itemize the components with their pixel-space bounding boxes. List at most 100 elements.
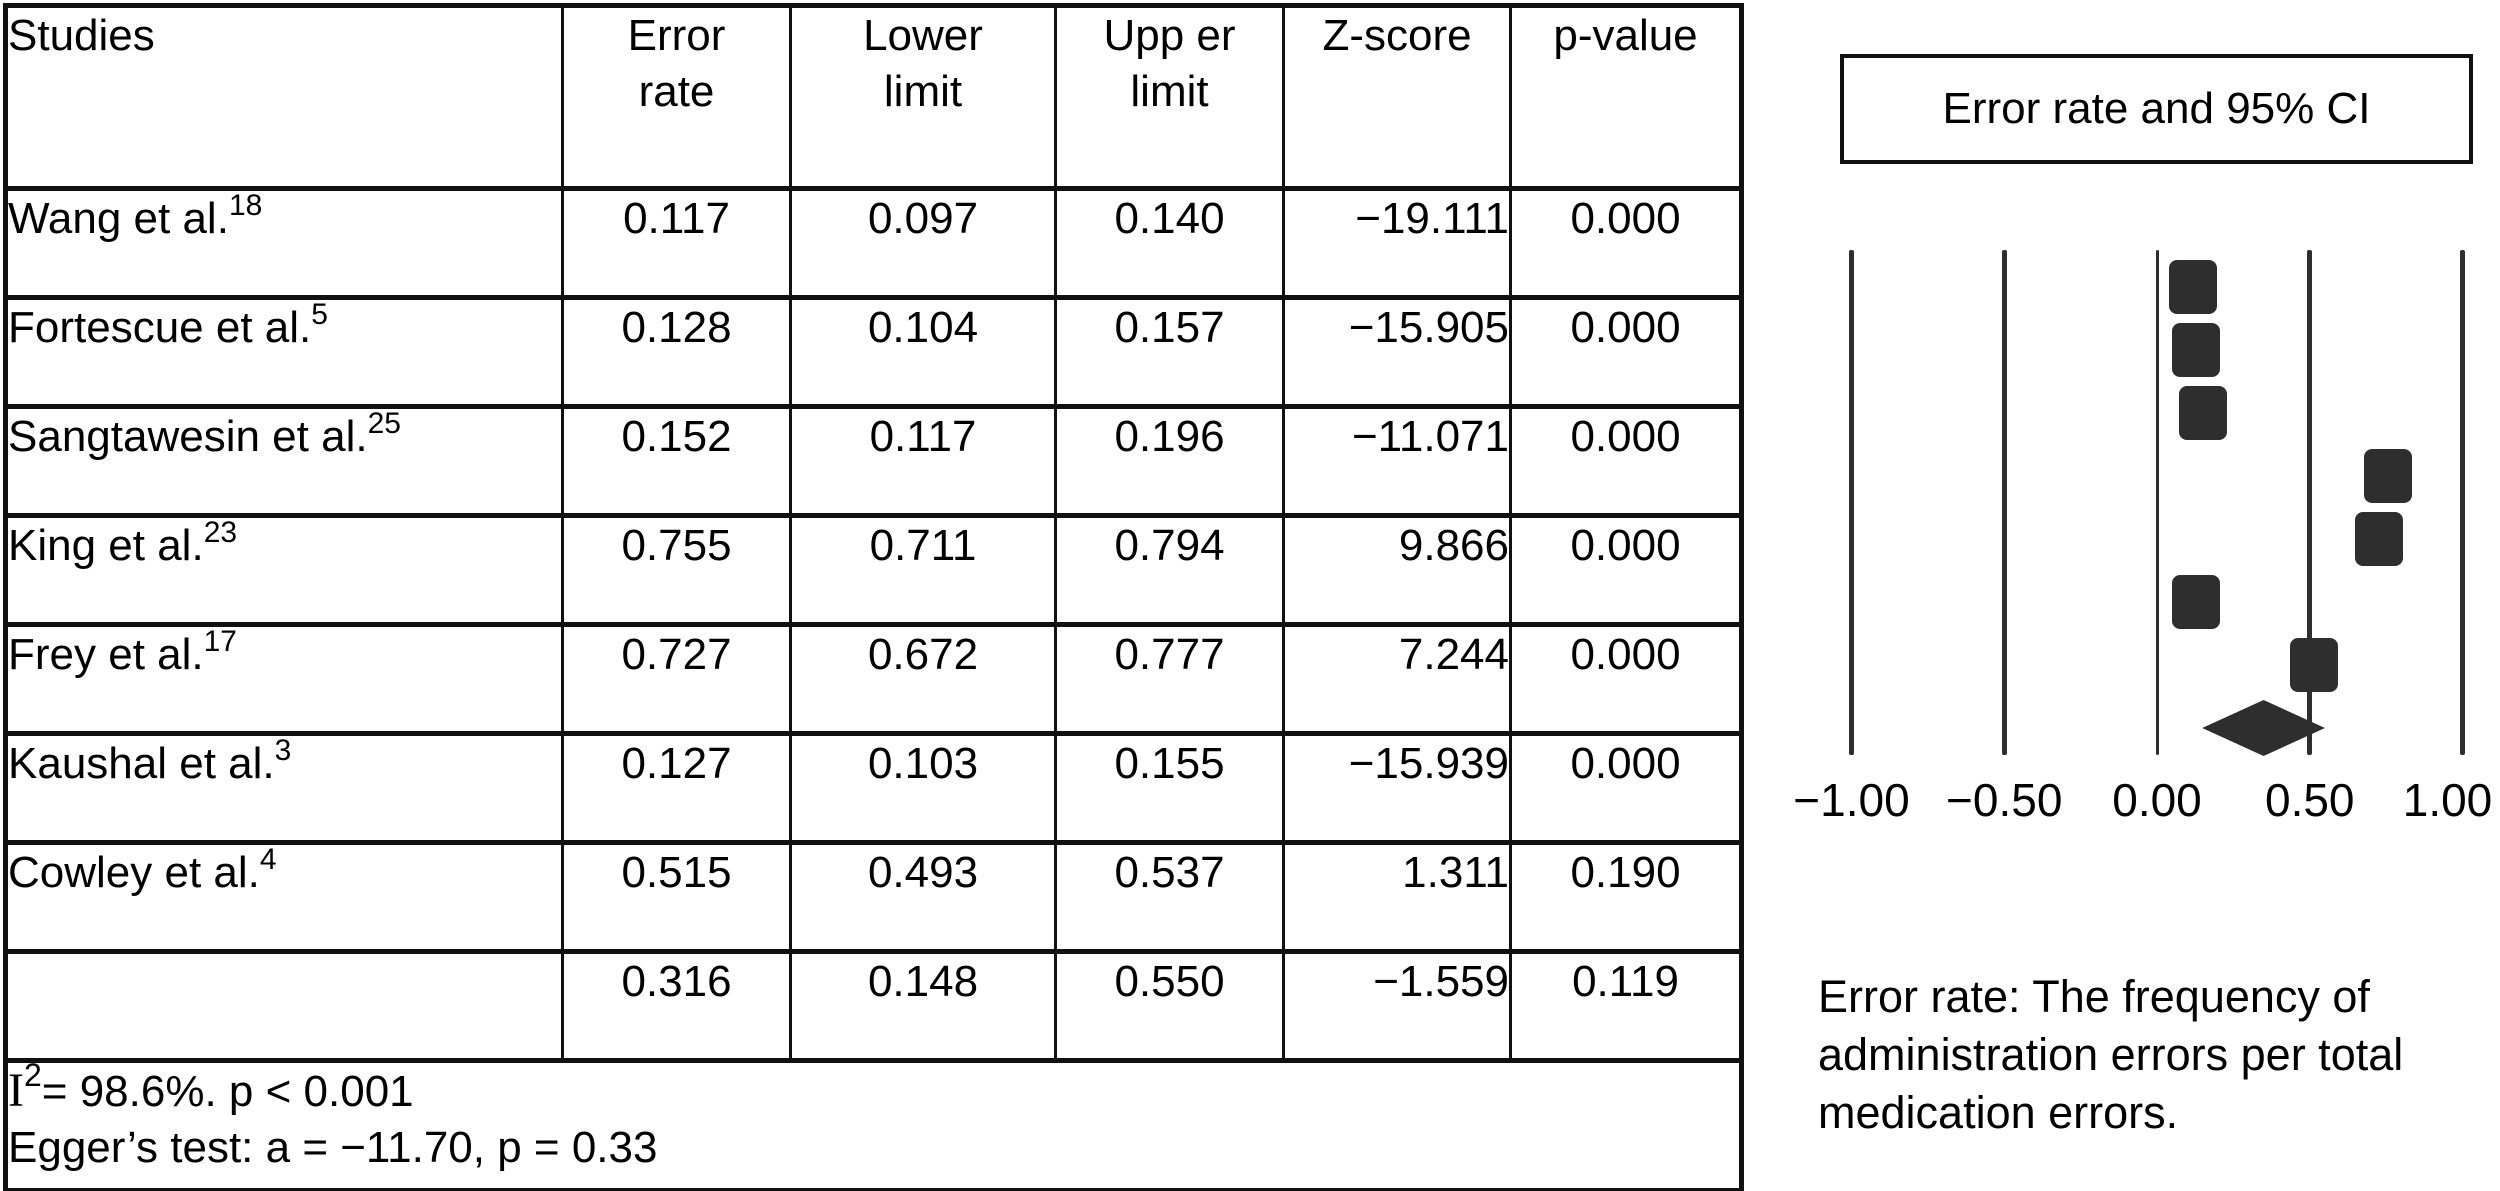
cell-error-rate: 0.127 bbox=[561, 731, 792, 845]
cell-error-rate: 0.128 bbox=[561, 295, 792, 409]
study-square bbox=[2179, 386, 2228, 440]
study-name bbox=[4, 949, 564, 1063]
cell-z-score: −11.071 bbox=[1282, 404, 1512, 518]
table-footer: I2= 98.6%. p < 0.001 Egger’s test: a = −… bbox=[4, 1058, 1743, 1191]
axis-gridline bbox=[2307, 250, 2313, 755]
col-header-p-value: p-value bbox=[1509, 3, 1743, 191]
study-ref: 25 bbox=[367, 407, 401, 440]
cell-p-value: 0.000 bbox=[1509, 513, 1743, 627]
cell-p-value: 0.190 bbox=[1509, 840, 1743, 954]
table-row: Fortescue et al.5 0.128 0.104 0.157 −15.… bbox=[4, 295, 1743, 409]
cell-error-rate: 0.515 bbox=[561, 840, 792, 954]
cell-error-rate: 0.152 bbox=[561, 404, 792, 518]
study-ref: 23 bbox=[203, 516, 238, 549]
cell-error-rate: 0.727 bbox=[561, 622, 792, 736]
table-footer-row: I2= 98.6%. p < 0.001 Egger’s test: a = −… bbox=[4, 1058, 1743, 1191]
study-square bbox=[2168, 260, 2217, 314]
table-row: Sangtawesin et al.25 0.152 0.117 0.196 −… bbox=[4, 404, 1743, 518]
table-row: Cowley et al.4 0.515 0.493 0.537 1.311 0… bbox=[4, 840, 1743, 954]
study-ref: 18 bbox=[228, 189, 263, 222]
axis-gridline bbox=[1849, 250, 1854, 755]
study-ref: 3 bbox=[274, 734, 292, 767]
caption-line: Error rate: The frequency of bbox=[1818, 971, 2370, 1022]
cell-upper-limit: 0.140 bbox=[1054, 186, 1285, 300]
cell-error-rate: 0.316 bbox=[561, 949, 792, 1063]
cell-upper-limit: 0.155 bbox=[1054, 731, 1285, 845]
cell-z-score: −15.905 bbox=[1282, 295, 1512, 409]
cell-p-value: 0.000 bbox=[1509, 295, 1743, 409]
table-row: Frey et al.17 0.727 0.672 0.777 7.244 0.… bbox=[4, 622, 1743, 736]
cell-p-value: 0.000 bbox=[1509, 404, 1743, 518]
cell-lower-limit: 0.493 bbox=[789, 840, 1057, 954]
meta-analysis-table: Studies Error rate Lower limit Upp er li… bbox=[3, 3, 1744, 1191]
cell-lower-limit: 0.097 bbox=[789, 186, 1057, 300]
cell-upper-limit: 0.196 bbox=[1054, 404, 1285, 518]
cell-z-score: −19.111 bbox=[1282, 186, 1512, 300]
eggers-note: Egger’s test: a = −11.70, p = 0.33 bbox=[8, 1123, 658, 1172]
cell-lower-limit: 0.104 bbox=[789, 295, 1057, 409]
study-ref: 17 bbox=[203, 625, 237, 658]
caption-line: medication errors. bbox=[1818, 1087, 2179, 1138]
cell-lower-limit: 0.672 bbox=[789, 622, 1057, 736]
study-name: Cowley et al.4 bbox=[4, 840, 564, 954]
cell-error-rate: 0.117 bbox=[561, 186, 792, 300]
study-name: Wang et al.18 bbox=[4, 186, 564, 300]
cell-p-value: 0.000 bbox=[1509, 622, 1743, 736]
cell-z-score: −1.559 bbox=[1282, 949, 1512, 1063]
study-square bbox=[2290, 638, 2339, 692]
cell-lower-limit: 0.103 bbox=[789, 731, 1057, 845]
plot-title: Error rate and 95% CI bbox=[1942, 84, 2371, 133]
study-square bbox=[2172, 323, 2221, 377]
table-row-summary: 0.316 0.148 0.550 −1.559 0.119 bbox=[4, 949, 1743, 1063]
study-name: Fortescue et al.5 bbox=[4, 295, 564, 409]
table-row: Wang et al.18 0.117 0.097 0.140 −19.111 … bbox=[4, 186, 1743, 300]
col-header-upper-limit: Upp er limit bbox=[1054, 3, 1285, 191]
cell-z-score: 7.244 bbox=[1282, 622, 1512, 736]
cell-error-rate: 0.755 bbox=[561, 513, 792, 627]
col-header-error-rate: Error rate bbox=[561, 3, 792, 191]
cell-upper-limit: 0.777 bbox=[1054, 622, 1285, 736]
study-ref: 4 bbox=[259, 843, 277, 876]
plot-caption: Error rate: The frequency of administrat… bbox=[1818, 968, 2403, 1142]
axis-gridline bbox=[2001, 250, 2007, 755]
table-row: King et al.23 0.755 0.711 0.794 9.866 0.… bbox=[4, 513, 1743, 627]
cell-upper-limit: 0.794 bbox=[1054, 513, 1285, 627]
cell-p-value: 0.119 bbox=[1509, 949, 1743, 1063]
cell-lower-limit: 0.148 bbox=[789, 949, 1057, 1063]
col-header-lower-limit: Lower limit bbox=[789, 3, 1057, 191]
cell-lower-limit: 0.711 bbox=[789, 513, 1057, 627]
study-name: King et al.23 bbox=[4, 513, 564, 627]
axis-tick-label: −1.00 bbox=[1793, 774, 1910, 826]
study-ref: 5 bbox=[311, 298, 328, 331]
cell-z-score: 1.311 bbox=[1282, 840, 1512, 954]
study-square bbox=[2355, 512, 2404, 566]
axis-tick-label: 1.00 bbox=[2402, 774, 2493, 826]
col-header-studies: Studies bbox=[4, 3, 564, 191]
table-header-row: Studies Error rate Lower limit Upp er li… bbox=[4, 3, 1743, 191]
study-square bbox=[2363, 449, 2412, 503]
cell-upper-limit: 0.157 bbox=[1054, 295, 1285, 409]
caption-line: administration errors per total bbox=[1818, 1029, 2404, 1080]
study-name: Sangtawesin et al.25 bbox=[4, 404, 564, 518]
plot-title-box: Error rate and 95% CI bbox=[1840, 54, 2473, 164]
cell-upper-limit: 0.537 bbox=[1054, 840, 1285, 954]
table-row: Kaushal et al.3 0.127 0.103 0.155 −15.93… bbox=[4, 731, 1743, 845]
axis-tick-label: 0.00 bbox=[2112, 774, 2202, 826]
cell-p-value: 0.000 bbox=[1509, 186, 1743, 300]
study-name: Kaushal et al.3 bbox=[4, 731, 564, 845]
axis-tick-label: −0.50 bbox=[1946, 774, 2063, 826]
cell-p-value: 0.000 bbox=[1509, 731, 1743, 845]
cell-lower-limit: 0.117 bbox=[789, 404, 1057, 518]
heterogeneity-note: I2= 98.6%. p < 0.001 bbox=[8, 1060, 414, 1118]
cell-z-score: −15.939 bbox=[1282, 731, 1512, 845]
axis-gridline bbox=[2460, 250, 2465, 755]
study-name: Frey et al.17 bbox=[4, 622, 564, 736]
col-header-z-score: Z-score bbox=[1282, 3, 1512, 191]
cell-upper-limit: 0.550 bbox=[1054, 949, 1285, 1063]
study-square bbox=[2171, 575, 2220, 629]
axis-tick-label: 0.50 bbox=[2264, 774, 2355, 826]
cell-z-score: 9.866 bbox=[1282, 513, 1512, 627]
axis-gridline bbox=[2155, 250, 2159, 755]
